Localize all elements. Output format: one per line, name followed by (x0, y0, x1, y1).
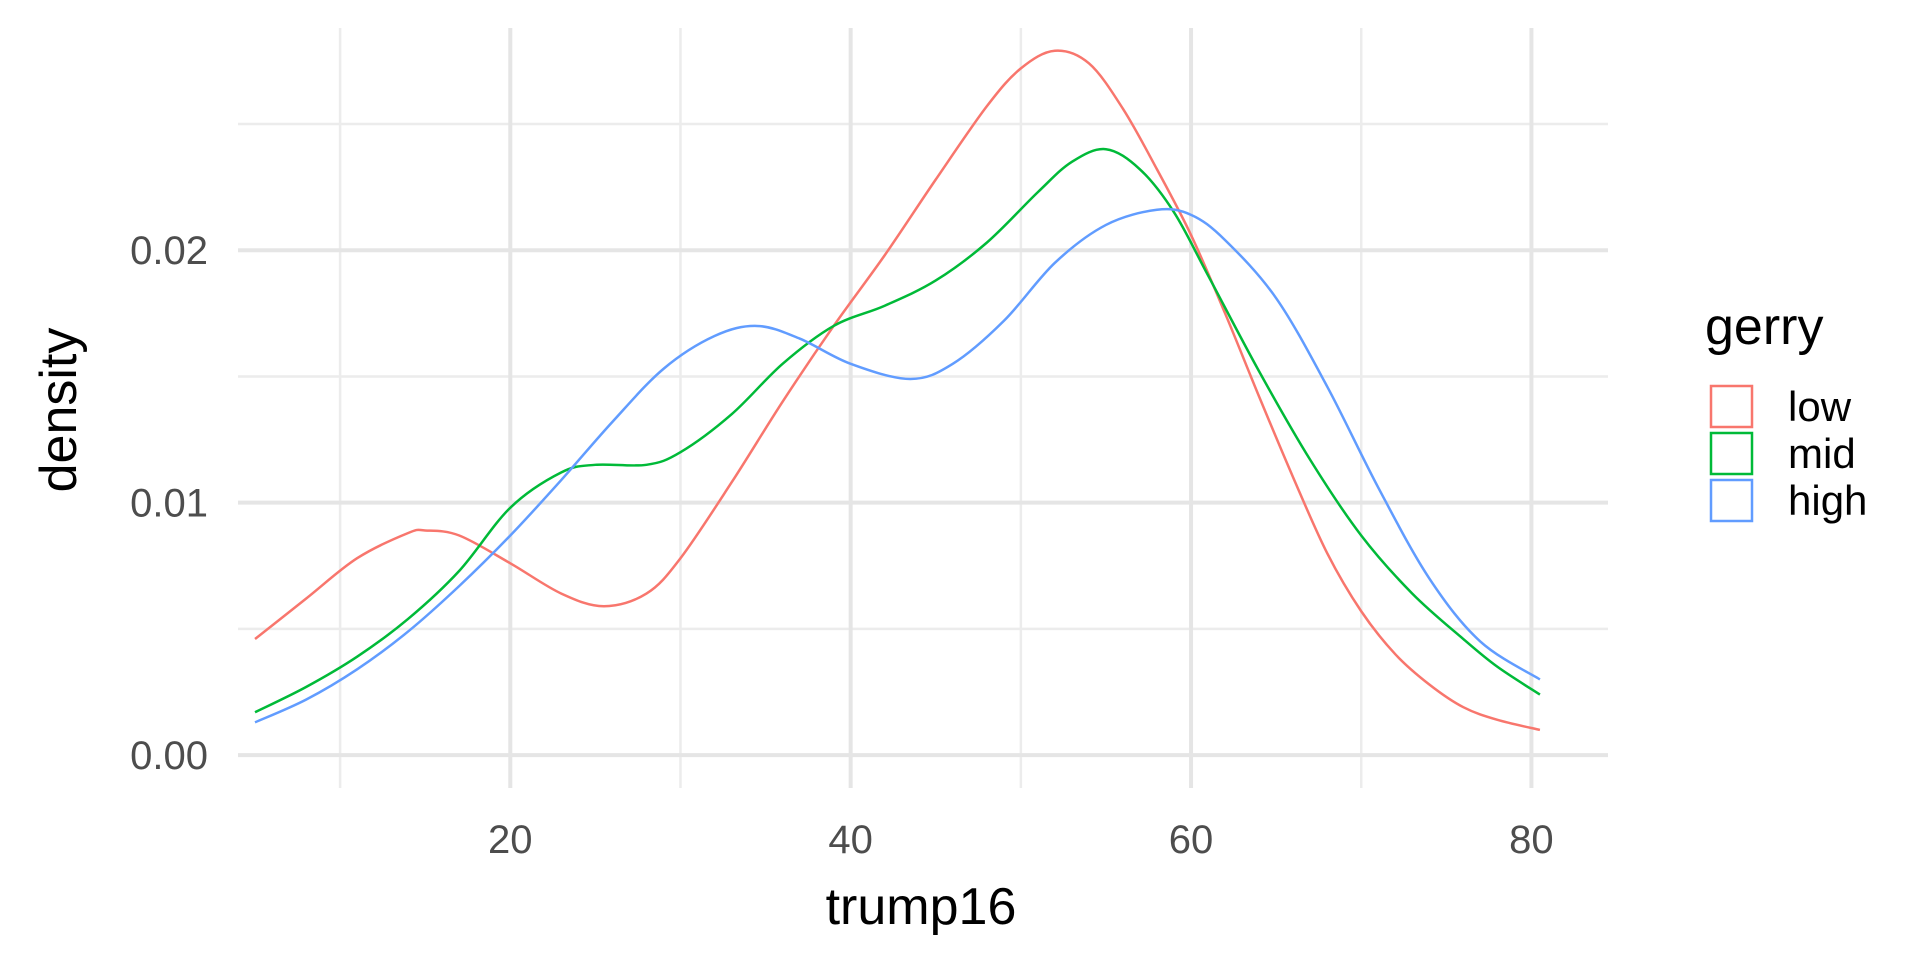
legend-label-high: high (1788, 477, 1867, 524)
y-axis-ticks: 0.00 0.01 0.02 (130, 229, 208, 778)
grid (238, 28, 1608, 788)
x-tick-label: 20 (488, 818, 533, 862)
legend-key-mid (1709, 431, 1754, 476)
density-line-low (254, 49, 1541, 732)
y-tick-label: 0.02 (130, 229, 208, 273)
x-tick-label: 60 (1169, 818, 1214, 862)
density-line-mid (254, 147, 1541, 714)
legend-label-mid: mid (1788, 430, 1856, 477)
plot-area (254, 49, 1541, 732)
x-axis-title: trump16 (826, 878, 1017, 936)
legend-key-high (1709, 478, 1754, 523)
legend-title: gerry (1705, 298, 1823, 356)
x-axis-ticks: 20 40 60 80 (488, 818, 1554, 862)
legend-label-low: low (1788, 383, 1852, 430)
x-tick-label: 80 (1509, 818, 1554, 862)
y-tick-label: 0.01 (130, 482, 208, 526)
x-tick-label: 40 (828, 818, 873, 862)
y-axis-title: density (30, 328, 88, 493)
density-line-high (254, 207, 1541, 724)
y-tick-label: 0.00 (130, 734, 208, 778)
legend-key-low (1709, 384, 1754, 429)
